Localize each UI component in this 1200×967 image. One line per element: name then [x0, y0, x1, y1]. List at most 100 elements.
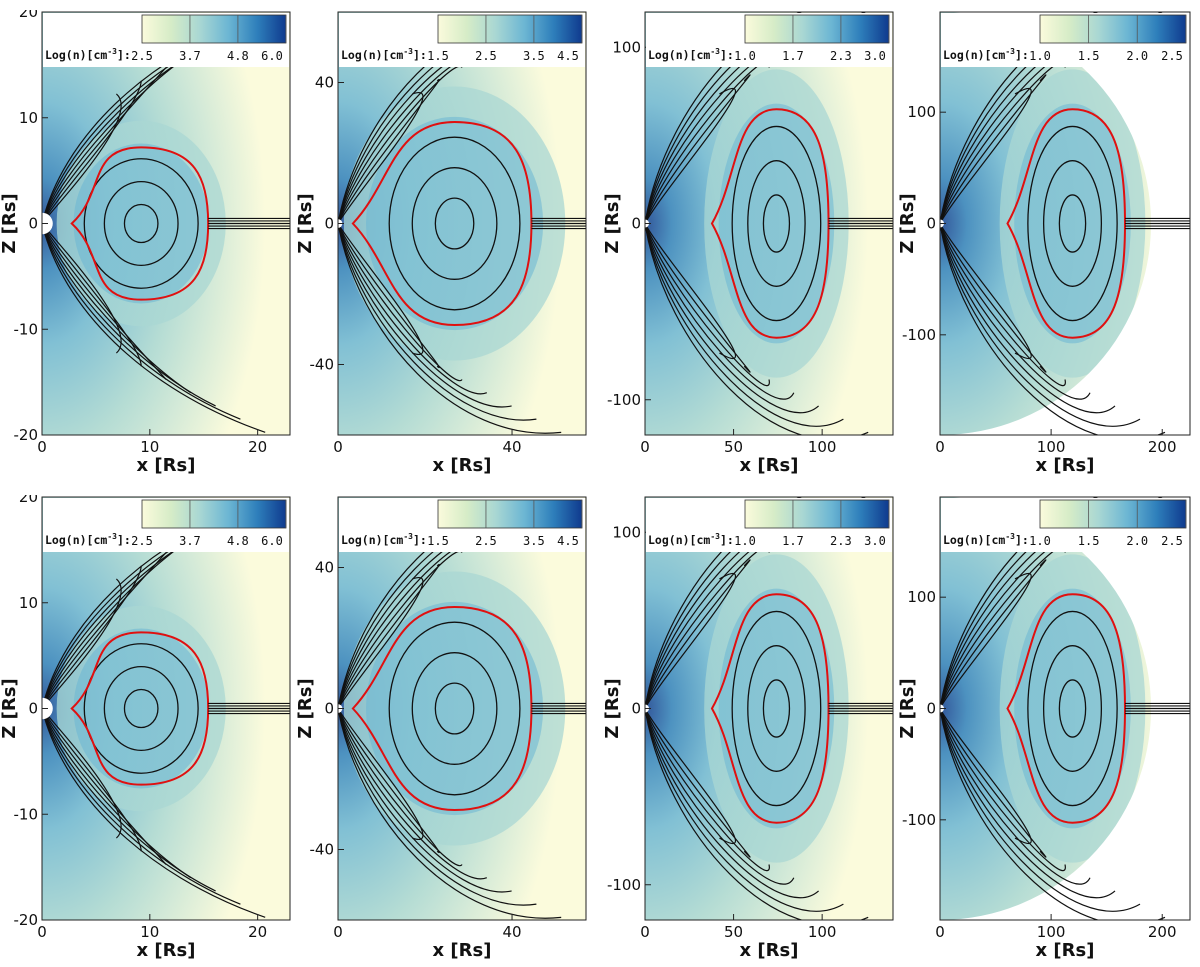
y-tick-label: -100 — [607, 391, 641, 409]
colorbar-tick-label: 2.5 — [1161, 49, 1183, 63]
panel-bottom-1: 0 10 20 -20 -10 0 10 20 x [Rs] Z [Rs] 2.5 3.7 4.8 6.0… — [0, 495, 291, 960]
panel-top-2: 0 40 -40 0 40 x [Rs] Z [Rs] 1.5 2.5 3.5 4.5 Log(n)[… — [296, 11, 587, 475]
density-map — [42, 497, 290, 920]
colorbar-tick-label: 3.0 — [864, 534, 886, 548]
colorbar-title: Log(n)[cm-3]: — [45, 532, 131, 547]
y-tick-label: -10 — [14, 805, 39, 823]
y-tick-label: -40 — [310, 356, 335, 374]
x-axis-label: x [Rs] — [137, 940, 196, 960]
x-axis-label: x [Rs] — [137, 455, 196, 475]
density-map — [42, 12, 290, 435]
y-tick-label: 0 — [28, 700, 38, 718]
colorbar-tick-label: 3.5 — [523, 49, 545, 63]
z-axis-label: Z [Rs] — [898, 193, 918, 253]
x-tick-label: 100 — [1037, 438, 1066, 456]
colorbar-tick-label: 3.5 — [523, 534, 545, 548]
field-lines — [83, 643, 199, 774]
z-axis-label: Z [Rs] — [0, 193, 20, 253]
colorbar: 2.5 3.7 4.8 6.0 Log(n)[cm-3]: — [43, 13, 289, 67]
colorbar-tick-label: 2.3 — [830, 49, 852, 63]
y-tick-label: 100 — [907, 103, 936, 121]
x-tick-label: 40 — [502, 923, 521, 941]
y-tick-label: 0 — [926, 700, 936, 718]
x-tick-label: 0 — [333, 438, 343, 456]
colorbar-title: Log(n)[cm-3]: — [341, 47, 427, 62]
field-lines — [1027, 125, 1118, 322]
x-axis-label: x [Rs] — [740, 455, 799, 475]
y-tick-label: 0 — [631, 215, 641, 233]
colorbar: 1.0 1.5 2.0 2.5 Log(n)[cm-3]: — [941, 498, 1189, 552]
field-lines — [731, 125, 822, 322]
y-tick-label: 10 — [19, 109, 38, 127]
colorbar: 1.5 2.5 3.5 4.5 Log(n)[cm-3]: — [339, 13, 585, 67]
x-tick-label: 50 — [724, 438, 743, 456]
colorbar-tick-label: 2.3 — [830, 534, 852, 548]
colorbar-tick-label: 4.5 — [557, 49, 579, 63]
y-tick-label: 0 — [631, 700, 641, 718]
z-axis-label: Z [Rs] — [0, 678, 20, 738]
y-tick-label: 0 — [926, 215, 936, 233]
x-tick-label: 40 — [502, 438, 521, 456]
panel-top-3: 0 50 100 -100 0 100 x [Rs] Z [Rs] 1.0 1.7 2.3 3.0 Lo… — [603, 11, 894, 475]
field-lines — [388, 136, 521, 311]
colorbar-title: Log(n)[cm-3]: — [341, 532, 427, 547]
density-map — [338, 12, 586, 435]
open-field-lines — [42, 14, 290, 433]
x-axis-label: x [Rs] — [433, 455, 492, 475]
panel-bottom-2: 0 40 -40 0 40 x [Rs] Z [Rs] 1.5 2.5 3.5 4.5 Log(n)[… — [296, 496, 587, 960]
y-tick-label: 20 — [19, 495, 38, 506]
colorbar-tick-label: 2.5 — [475, 49, 497, 63]
colorbar-tick-label: 1.7 — [782, 49, 804, 63]
y-tick-label: -40 — [310, 841, 335, 859]
x-tick-label: 200 — [1148, 923, 1177, 941]
colorbar-tick-label: 1.0 — [1029, 49, 1051, 63]
colorbar-tick-label: 1.5 — [427, 49, 449, 63]
y-tick-label: 40 — [315, 559, 334, 577]
y-tick-label: 10 — [19, 594, 38, 612]
open-field-lines — [338, 13, 586, 434]
x-tick-label: 200 — [1148, 438, 1177, 456]
colorbar-title: Log(n)[cm-3]: — [943, 47, 1029, 62]
colorbar-tick-label: 3.7 — [179, 49, 201, 63]
y-tick-label: 20 — [19, 10, 38, 21]
colorbar-title: Log(n)[cm-3]: — [648, 47, 734, 62]
x-tick-label: 0 — [333, 923, 343, 941]
x-tick-label: 10 — [140, 438, 159, 456]
colorbar: 1.5 2.5 3.5 4.5 Log(n)[cm-3]: — [339, 498, 585, 552]
colorbar-tick-label: 6.0 — [261, 534, 283, 548]
y-tick-label: 0 — [324, 215, 334, 233]
y-tick-label: -100 — [902, 326, 936, 344]
x-tick-label: 50 — [724, 923, 743, 941]
x-tick-label: 100 — [808, 438, 837, 456]
colorbar-tick-label: 1.0 — [1029, 534, 1051, 548]
y-tick-label: -20 — [14, 426, 39, 444]
density-map — [338, 497, 586, 920]
colorbar-tick-label: 2.0 — [1126, 49, 1148, 63]
y-tick-label: -10 — [14, 320, 39, 338]
colorbar-tick-label: 3.0 — [864, 49, 886, 63]
y-tick-label: -100 — [607, 876, 641, 894]
x-tick-label: 10 — [140, 923, 159, 941]
field-lines — [1027, 610, 1118, 807]
x-axis-label: x [Rs] — [1036, 455, 1095, 475]
x-tick-label: 0 — [640, 923, 650, 941]
x-axis-label: x [Rs] — [1036, 940, 1095, 960]
x-tick-label: 20 — [248, 923, 267, 941]
density-map — [940, 12, 1190, 435]
y-tick-label: 100 — [612, 38, 641, 56]
z-axis-label: Z [Rs] — [296, 678, 316, 738]
colorbar-tick-label: 2.5 — [475, 534, 497, 548]
panel-top-1: 0 10 20 -20 -10 0 10 20 x [Rs] Z [Rs] 2.5 3.7 4.8 6.0… — [0, 10, 291, 475]
colorbar-tick-label: 1.0 — [734, 534, 756, 548]
colorbar-tick-label: 1.5 — [427, 534, 449, 548]
colorbar-tick-label: 3.7 — [179, 534, 201, 548]
x-axis-label: x [Rs] — [740, 940, 799, 960]
density-map — [645, 12, 893, 435]
colorbar-tick-label: 1.7 — [782, 534, 804, 548]
colorbar-title: Log(n)[cm-3]: — [648, 532, 734, 547]
y-tick-label: 100 — [612, 523, 641, 541]
field-lines — [388, 621, 521, 796]
